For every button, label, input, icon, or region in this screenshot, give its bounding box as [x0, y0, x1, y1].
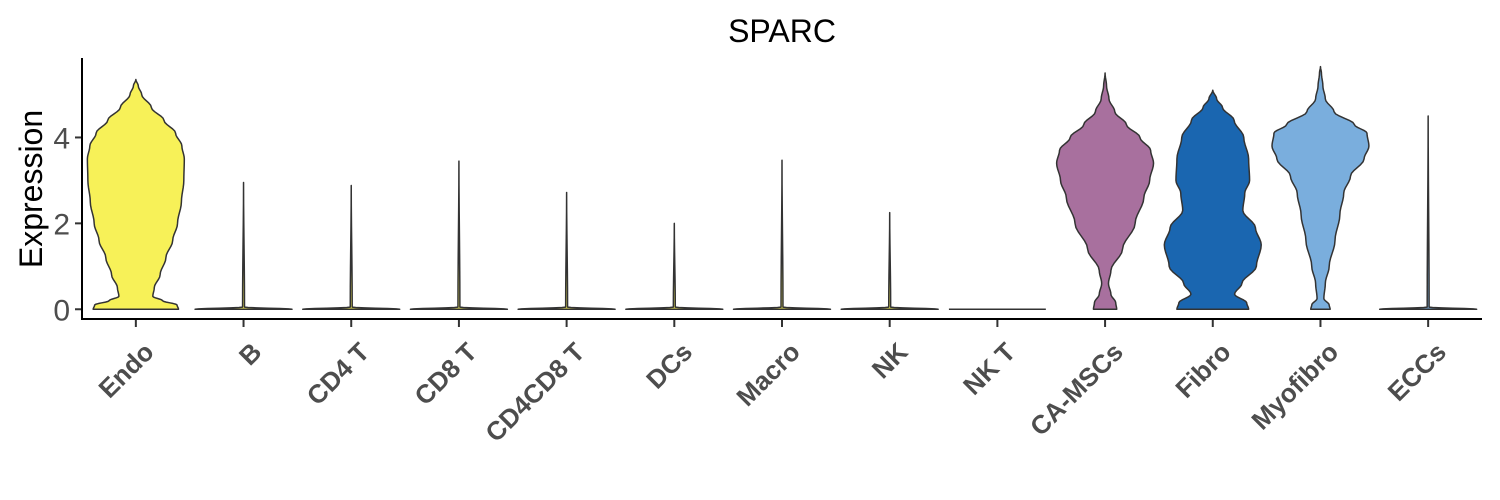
violin-cd4-t	[302, 184, 401, 311]
x-tick-label-b: B	[233, 337, 267, 371]
chart-title: SPARC	[728, 13, 836, 49]
violin-b	[194, 181, 293, 311]
x-tick-label-nk: NK	[866, 336, 914, 384]
violin-ca-mscs	[1055, 72, 1155, 311]
violin-fibro	[1163, 89, 1262, 311]
y-tick-label-2: 2	[53, 208, 70, 241]
x-tick-label-cd8-t: CD8 T	[408, 337, 482, 411]
x-tick-label-macro: Macro	[730, 337, 805, 412]
x-tick-label-eccs: ECCs	[1382, 337, 1452, 407]
violin-endo	[86, 78, 186, 311]
x-tick-label-myofibro: Myofibro	[1245, 337, 1344, 436]
violins-layer	[86, 65, 1478, 311]
x-tick-label-fibro: Fibro	[1169, 337, 1236, 404]
x-tick-label-dcs: DCs	[640, 337, 698, 395]
violin-nk	[840, 211, 939, 311]
violin-myofibro	[1271, 65, 1370, 311]
x-tick-label-ca-mscs: CA-MSCs	[1024, 337, 1129, 442]
x-tick-label-nk-t: NK T	[957, 337, 1021, 401]
x-tick-label-endo: Endo	[92, 337, 159, 404]
violin-eccs	[1378, 115, 1478, 311]
violin-dcs	[625, 222, 724, 311]
y-tick-label-4: 4	[53, 122, 70, 155]
y-axis-label: Expression	[13, 110, 49, 268]
x-tick-label-cd4cd8-t: CD4CD8 T	[479, 337, 590, 448]
violin-macro	[732, 159, 832, 311]
y-tick-label-0: 0	[53, 294, 70, 327]
x-tick-label-cd4-t: CD4 T	[301, 337, 375, 411]
violin-cd8-t	[409, 160, 509, 311]
violin-cd4cd8-t	[517, 191, 616, 311]
